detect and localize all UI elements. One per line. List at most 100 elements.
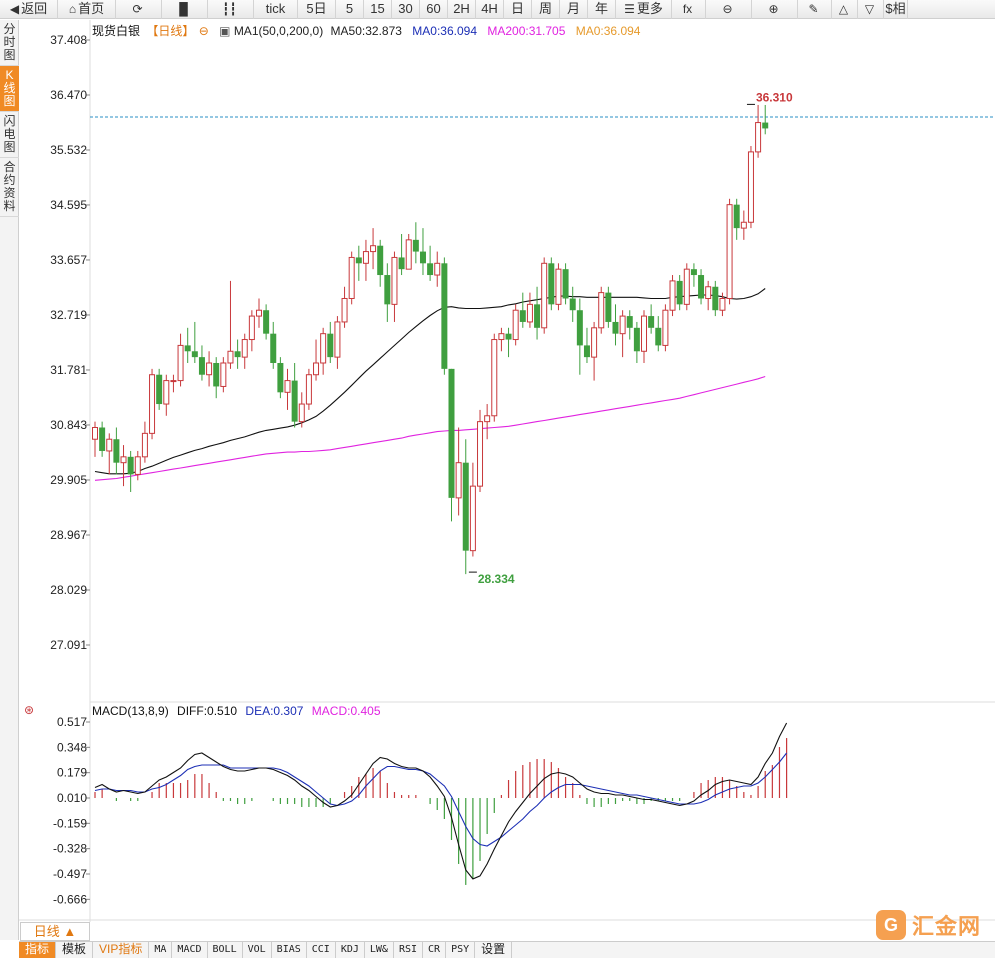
toolbar-btn-15[interactable]: 月 — [560, 0, 588, 19]
fx-icon: fx — [682, 2, 693, 16]
side-tab-2[interactable]: 闪电图 — [0, 112, 19, 158]
indicator-tab-6[interactable]: VOL — [243, 942, 272, 958]
indicator-tab-1[interactable]: 模板 — [56, 942, 94, 958]
candle-body — [384, 275, 391, 305]
brand-watermark: G 汇金网 — [876, 908, 988, 942]
side-tab-3[interactable]: 合约资料 — [0, 158, 19, 217]
toolbar-bar-chart-icon[interactable]: ▐▌ — [162, 0, 208, 19]
macd-tick-label: -0.666 — [53, 892, 87, 906]
candle-body — [134, 456, 141, 475]
toolbar-btn-13[interactable]: 日 — [504, 0, 532, 19]
candle-body — [99, 427, 106, 451]
toolbar-home-1[interactable]: ⌂ 首页 — [58, 0, 116, 19]
toolbar-pen-icon[interactable]: ✎ — [798, 0, 832, 19]
candle-body — [198, 357, 205, 375]
candle-body — [227, 350, 234, 364]
indicator-tab-5[interactable]: BOLL — [208, 942, 243, 958]
bar-chart-icon: ▐▌ — [174, 2, 192, 16]
candle-body — [491, 339, 498, 417]
toolbar-btn-7[interactable]: 5 — [336, 0, 364, 19]
candle-body — [341, 297, 348, 323]
indicator-tab-2[interactable]: VIP指标 — [93, 942, 150, 958]
candle-body — [320, 333, 327, 364]
indicator-tab-4[interactable]: MACD — [172, 942, 208, 958]
indicator-icon[interactable]: ▣ — [219, 24, 231, 38]
candle-body — [641, 315, 648, 352]
candle-body — [206, 362, 213, 376]
candle-body — [277, 362, 284, 393]
indicator-tab-3[interactable]: MA — [149, 942, 173, 958]
instrument-name: 现货白银 — [92, 24, 141, 38]
macd-tick-label: -0.497 — [53, 867, 87, 881]
toolbar-menu-17[interactable]: ☰ 更多 — [616, 0, 672, 19]
candle-body — [213, 362, 220, 387]
indicator-tab-8[interactable]: CCI — [307, 942, 336, 958]
candle-body — [534, 304, 541, 328]
candle-body — [298, 403, 305, 423]
toolbar-label: 周 — [538, 1, 552, 16]
toolbar-btn-8[interactable]: 15 — [364, 0, 392, 19]
main-legend: 现货白银 【日线】 ⊖ ▣ MA1(50,0,200,0) MA50:32.87… — [92, 22, 647, 39]
toolbar-btn-5[interactable]: tick — [254, 0, 298, 19]
candle-body — [270, 333, 277, 363]
toolbar-btn-11[interactable]: 2H — [448, 0, 476, 19]
price-tick-label: 30.843 — [50, 418, 87, 432]
candle-body — [412, 239, 419, 252]
candle-body — [149, 374, 156, 434]
side-tab-1[interactable]: K线图 — [0, 66, 19, 112]
toolbar-btn-24[interactable]: $相 — [884, 0, 908, 19]
settings-icon[interactable]: ⊖ — [198, 24, 209, 38]
toolbar-triangle-up-icon[interactable]: △ — [832, 0, 858, 19]
candle-body — [555, 268, 562, 305]
toolbar-label: 首页 — [78, 1, 105, 16]
toolbar-label: 15 — [370, 1, 385, 16]
price-tick-label: 32.719 — [50, 308, 87, 322]
ma0-value: MA0:36.094 — [412, 24, 477, 38]
toolbar-refresh-icon[interactable]: ⟳ — [116, 0, 162, 19]
price-tick-label: 34.595 — [50, 198, 87, 212]
indicator-tab-9[interactable]: KDJ — [336, 942, 365, 958]
macd-name: MACD(13,8,9) — [92, 704, 169, 718]
macd-tick-label: 0.010 — [57, 791, 87, 805]
zoom-out-icon: ⊖ — [722, 2, 733, 16]
indicator-tab-11[interactable]: RSI — [394, 942, 424, 958]
toolbar-btn-14[interactable]: 周 — [532, 0, 560, 19]
candle-body — [220, 362, 227, 387]
toolbar-back-arrow-0[interactable]: ◀ 返回 — [0, 0, 58, 19]
candle-body — [127, 456, 134, 475]
candle-body — [512, 309, 519, 341]
indicator-tab-14[interactable]: 设置 — [475, 942, 513, 958]
toolbar-fx-icon[interactable]: fx — [672, 0, 706, 19]
candle-body — [177, 344, 184, 382]
macd-tick-label: -0.159 — [53, 816, 87, 830]
indicator-tab-7[interactable]: BIAS — [272, 942, 307, 958]
toolbar-btn-9[interactable]: 30 — [392, 0, 420, 19]
toolbar-zoom-in-icon[interactable]: ⊕ — [752, 0, 798, 19]
toolbar-btn-6[interactable]: 5日 — [298, 0, 336, 19]
toolbar-btn-12[interactable]: 4H — [476, 0, 504, 19]
indicator-tab-13[interactable]: PSY — [446, 942, 476, 958]
indicator-tab-0[interactable]: 指标 — [19, 942, 57, 958]
toolbar-chevron-down-icon[interactable]: ▽ — [858, 0, 884, 19]
side-tab-0[interactable]: 分时图 — [0, 20, 19, 66]
toolbar-label: 月 — [566, 1, 580, 16]
indicator-tab-12[interactable]: CR — [423, 942, 447, 958]
candle-body — [391, 256, 398, 305]
candle-body — [505, 333, 512, 340]
candle-body — [598, 292, 605, 329]
candle-body — [498, 333, 505, 341]
period-tab[interactable]: 日线 ▲ — [20, 922, 90, 941]
candle-body — [419, 251, 426, 264]
toolbar-btn-10[interactable]: 60 — [420, 0, 448, 19]
candle-body — [348, 256, 355, 299]
indicator-tab-10[interactable]: LW& — [365, 942, 394, 958]
candle-body — [619, 315, 626, 335]
low-price-label: 28.334 — [478, 572, 515, 586]
macd-settings-icon: ⊛ — [24, 703, 34, 717]
period-label[interactable]: 【日线】 — [146, 24, 195, 38]
toolbar-btn-16[interactable]: 年 — [588, 0, 616, 19]
toolbar-candlestick-icon[interactable]: ┇┇ — [208, 0, 254, 19]
toolbar-label: 日 — [510, 1, 524, 16]
toolbar-zoom-out-icon[interactable]: ⊖ — [706, 0, 752, 19]
candle-body — [690, 269, 697, 276]
